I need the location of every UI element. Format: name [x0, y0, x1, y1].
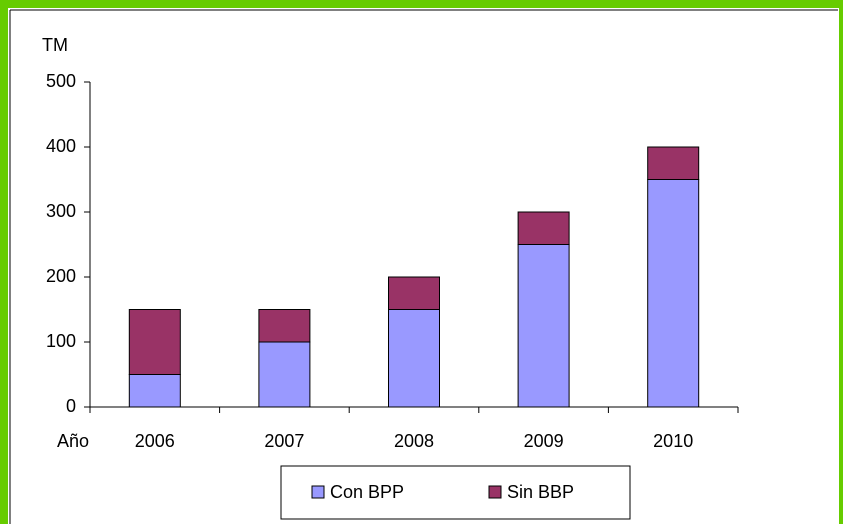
x-tick-label: 2009 — [524, 431, 564, 451]
bar-segment — [647, 146, 700, 180]
legend-label: Sin BBP — [507, 482, 574, 502]
bar-segment — [388, 276, 440, 310]
y-tick-label: 400 — [46, 136, 76, 156]
bar-segment — [128, 374, 181, 408]
y-tick-label: 300 — [46, 201, 76, 221]
bar-segment — [128, 309, 181, 375]
y-tick-label: 0 — [66, 396, 76, 416]
x-tick-label: 2006 — [135, 431, 175, 451]
legend-label: Con BPP — [330, 482, 404, 502]
bar-segment — [517, 211, 570, 245]
bar-segment — [388, 309, 440, 408]
frame-top — [0, 0, 843, 8]
y-tick-label: 100 — [46, 331, 76, 351]
frame-left — [0, 0, 8, 524]
bar-segment — [258, 341, 311, 408]
legend-swatch — [311, 485, 325, 499]
x-tick-label: 2010 — [653, 431, 693, 451]
bar-segment — [258, 309, 311, 343]
legend — [280, 465, 631, 520]
legend-swatch — [488, 485, 502, 499]
x-axis-label: Año — [57, 431, 89, 451]
x-tick-label: 2007 — [264, 431, 304, 451]
x-tick-label: 2008 — [394, 431, 434, 451]
frame-right — [839, 0, 843, 524]
y-axis-label: TM — [42, 35, 68, 55]
bar-segment — [647, 179, 700, 408]
bar-segment — [517, 244, 570, 408]
y-tick-label: 500 — [46, 71, 76, 91]
y-tick-label: 200 — [46, 266, 76, 286]
